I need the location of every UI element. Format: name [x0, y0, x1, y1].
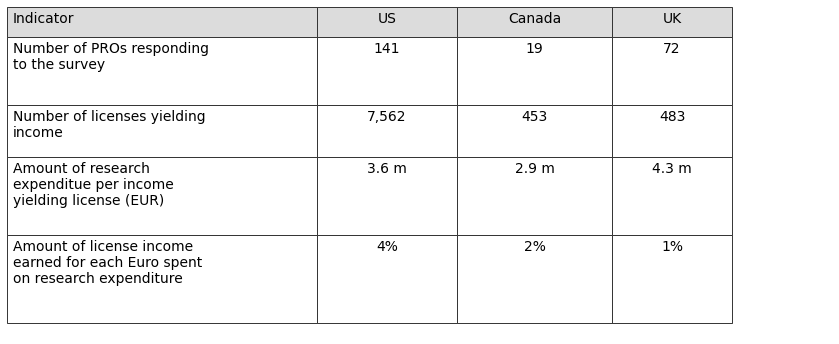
Bar	[612, 157, 732, 235]
Bar	[612, 7, 732, 37]
Bar	[612, 37, 732, 105]
Text: 1%: 1%	[661, 240, 683, 254]
Bar	[7, 105, 317, 157]
Text: 2%: 2%	[524, 240, 545, 254]
Text: 141: 141	[373, 42, 400, 56]
Bar	[317, 37, 457, 105]
Bar	[7, 157, 317, 235]
Text: 19: 19	[525, 42, 544, 56]
Bar	[7, 235, 317, 323]
Text: Amount of research
expenditue per income
yielding license (EUR): Amount of research expenditue per income…	[13, 162, 174, 208]
Text: Number of PROs responding
to the survey: Number of PROs responding to the survey	[13, 42, 209, 72]
Text: 453: 453	[521, 110, 548, 124]
Bar	[457, 157, 612, 235]
Text: 7,562: 7,562	[367, 110, 407, 124]
Text: US: US	[378, 12, 397, 26]
Bar	[7, 37, 317, 105]
Text: 4%: 4%	[376, 240, 398, 254]
Bar	[7, 7, 317, 37]
Bar	[457, 37, 612, 105]
Text: Amount of license income
earned for each Euro spent
on research expenditure: Amount of license income earned for each…	[13, 240, 202, 287]
Text: 2.9 m: 2.9 m	[514, 162, 555, 176]
Bar	[317, 235, 457, 323]
Text: 483: 483	[659, 110, 685, 124]
Bar	[317, 7, 457, 37]
Bar	[457, 105, 612, 157]
Text: Number of licenses yielding
income: Number of licenses yielding income	[13, 110, 206, 140]
Bar	[317, 105, 457, 157]
Bar	[612, 235, 732, 323]
Text: Canada: Canada	[508, 12, 561, 26]
Text: UK: UK	[663, 12, 681, 26]
Bar	[612, 105, 732, 157]
Text: 72: 72	[664, 42, 680, 56]
Text: 4.3 m: 4.3 m	[652, 162, 692, 176]
Text: Indicator: Indicator	[13, 12, 75, 26]
Bar	[457, 235, 612, 323]
Bar	[457, 7, 612, 37]
Text: 3.6 m: 3.6 m	[367, 162, 407, 176]
Bar	[317, 157, 457, 235]
